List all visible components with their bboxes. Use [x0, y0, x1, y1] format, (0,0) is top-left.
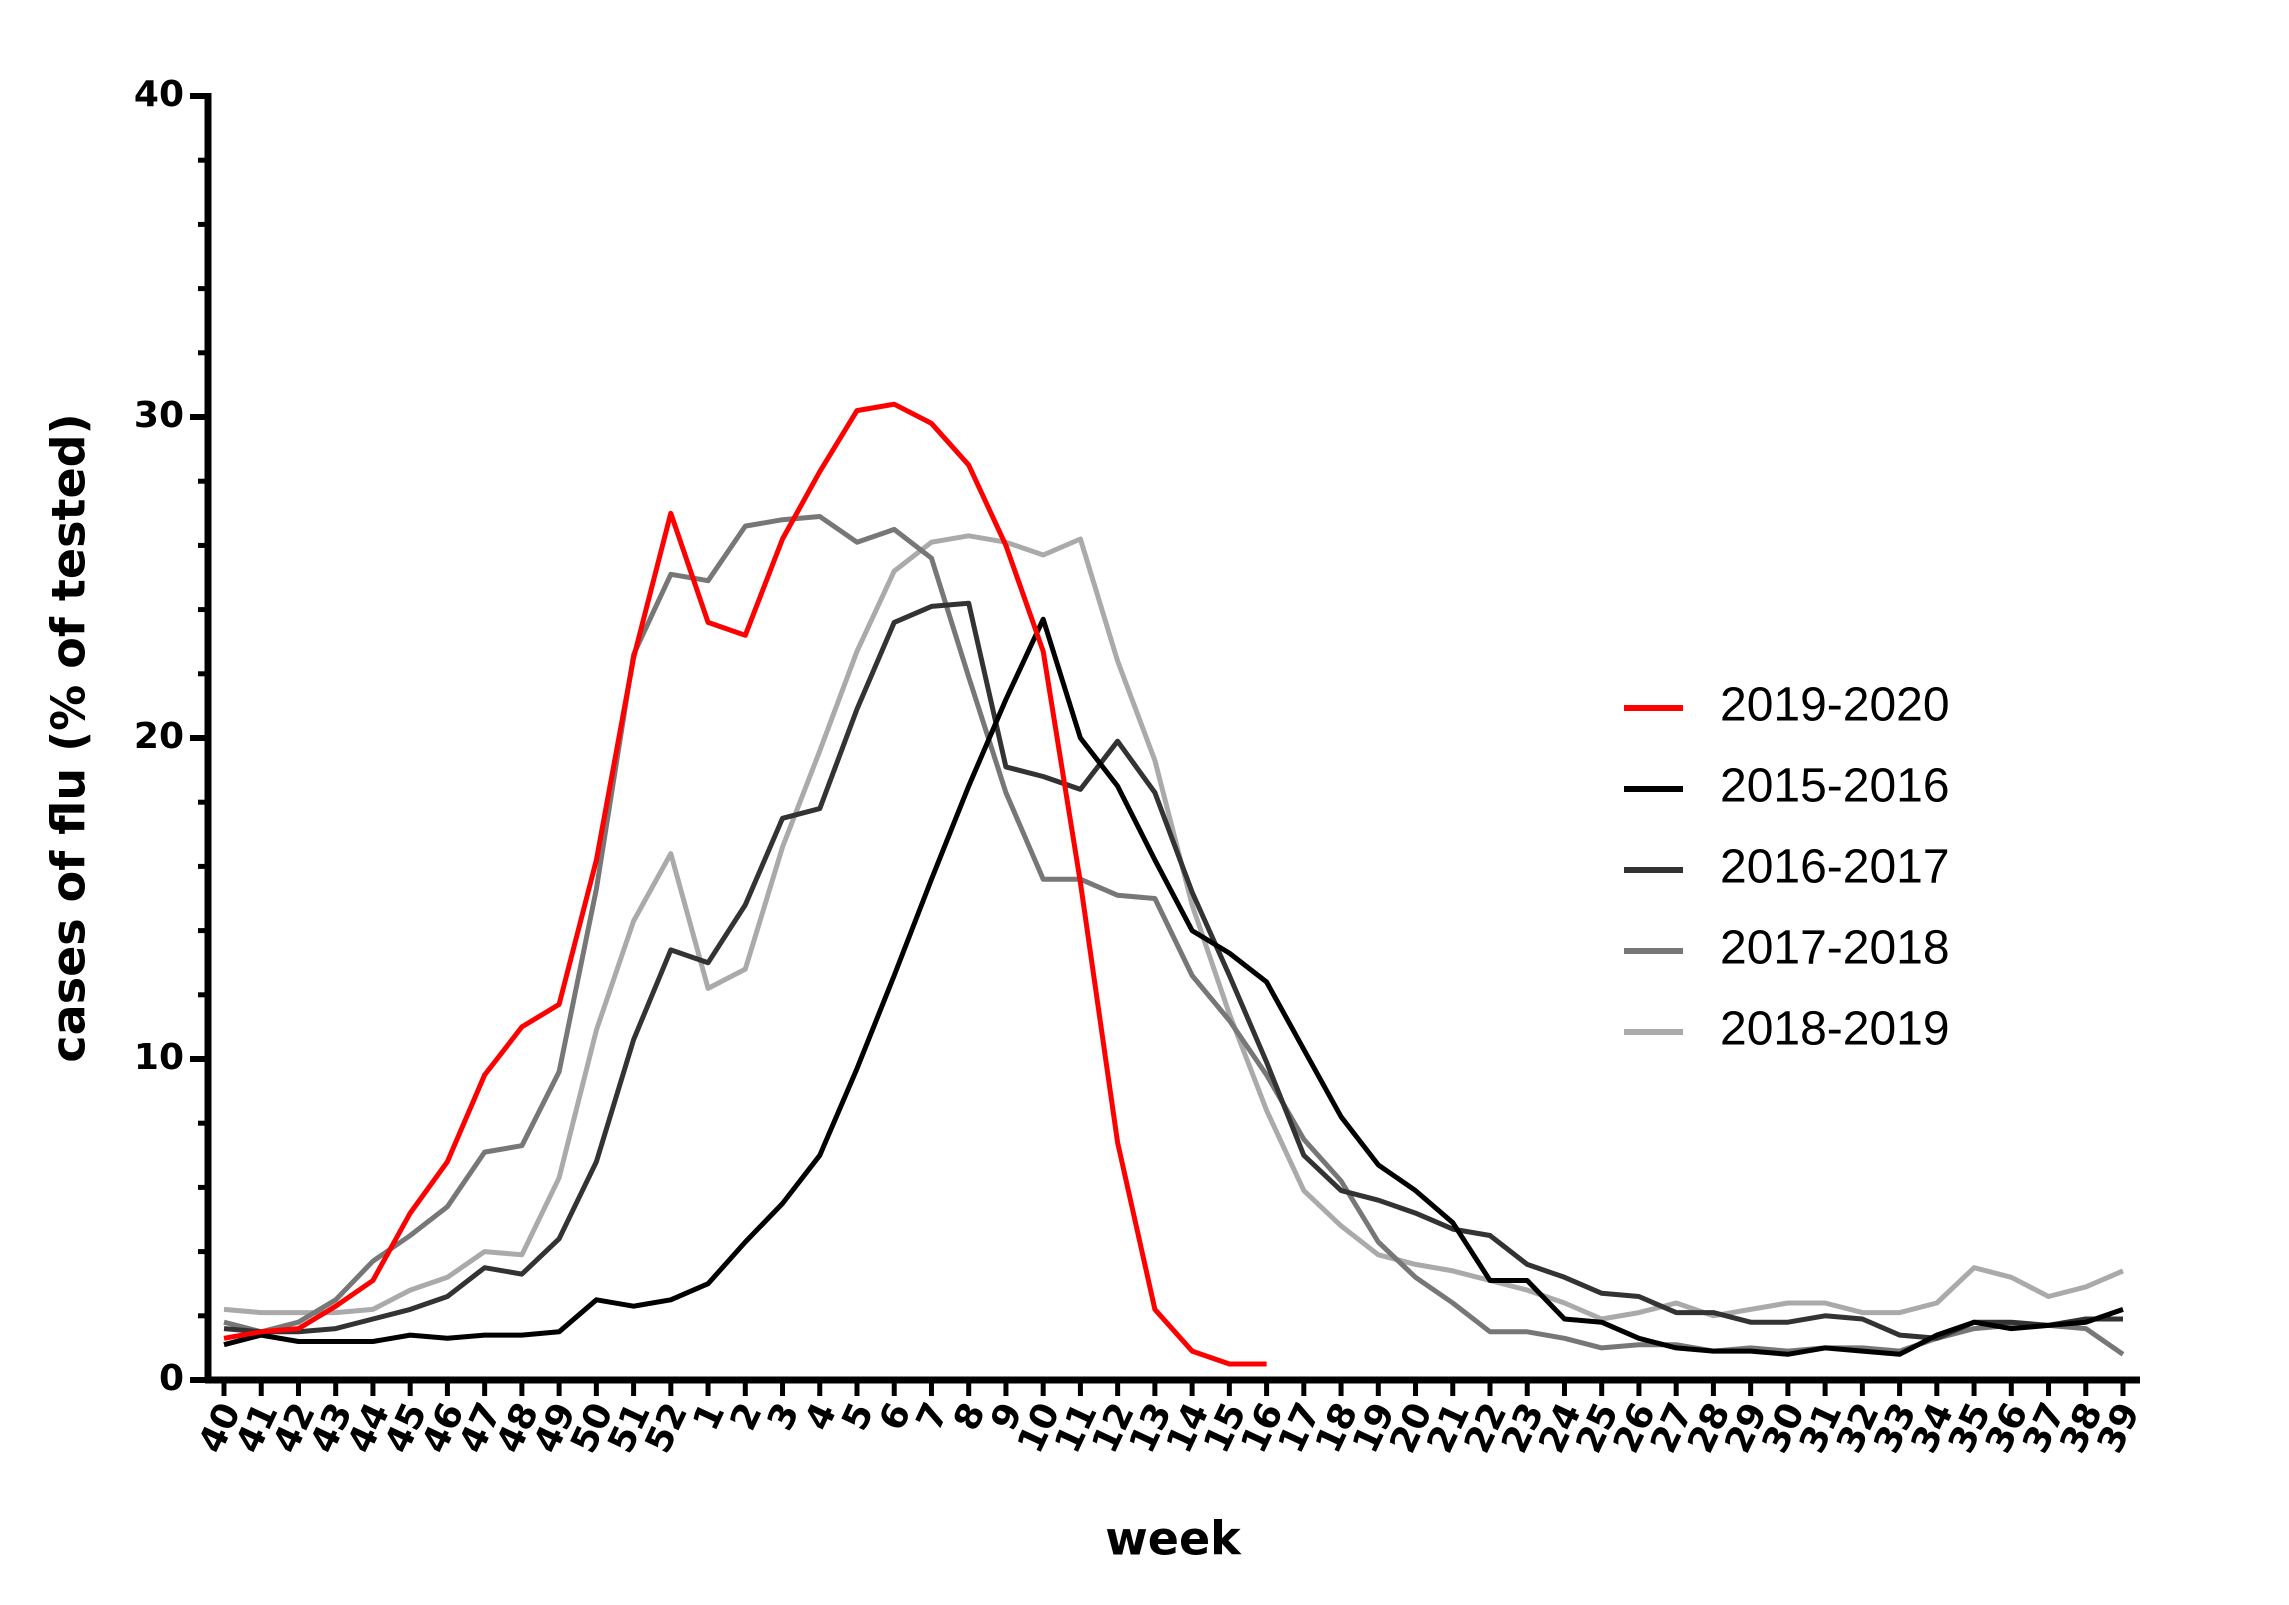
series-line	[223, 533, 2124, 1322]
x-axis-label: week	[1105, 1512, 1242, 1566]
series-line	[223, 401, 1267, 1367]
y-tick-label: 40	[134, 74, 184, 115]
legend-label: 2015-2016	[1720, 760, 1950, 813]
series-line	[223, 600, 2123, 1341]
legend-label: 2017-2018	[1720, 922, 1950, 975]
y-tick-label: 10	[134, 1037, 184, 1078]
y-axis-label: cases of flu (% of tested)	[42, 413, 96, 1062]
legend-label: 2018-2019	[1720, 1003, 1950, 1056]
legend-label: 2016-2017	[1720, 841, 1950, 894]
series-line	[223, 616, 2124, 1357]
y-tick-label: 0	[159, 1358, 184, 1399]
x-tick-label: 39	[2090, 1397, 2148, 1460]
y-tick-label: 20	[134, 716, 184, 757]
y-tick-label: 30	[134, 395, 184, 436]
legend-label: 2019-2020	[1720, 679, 1950, 732]
x-tick-label: 52	[638, 1397, 696, 1460]
